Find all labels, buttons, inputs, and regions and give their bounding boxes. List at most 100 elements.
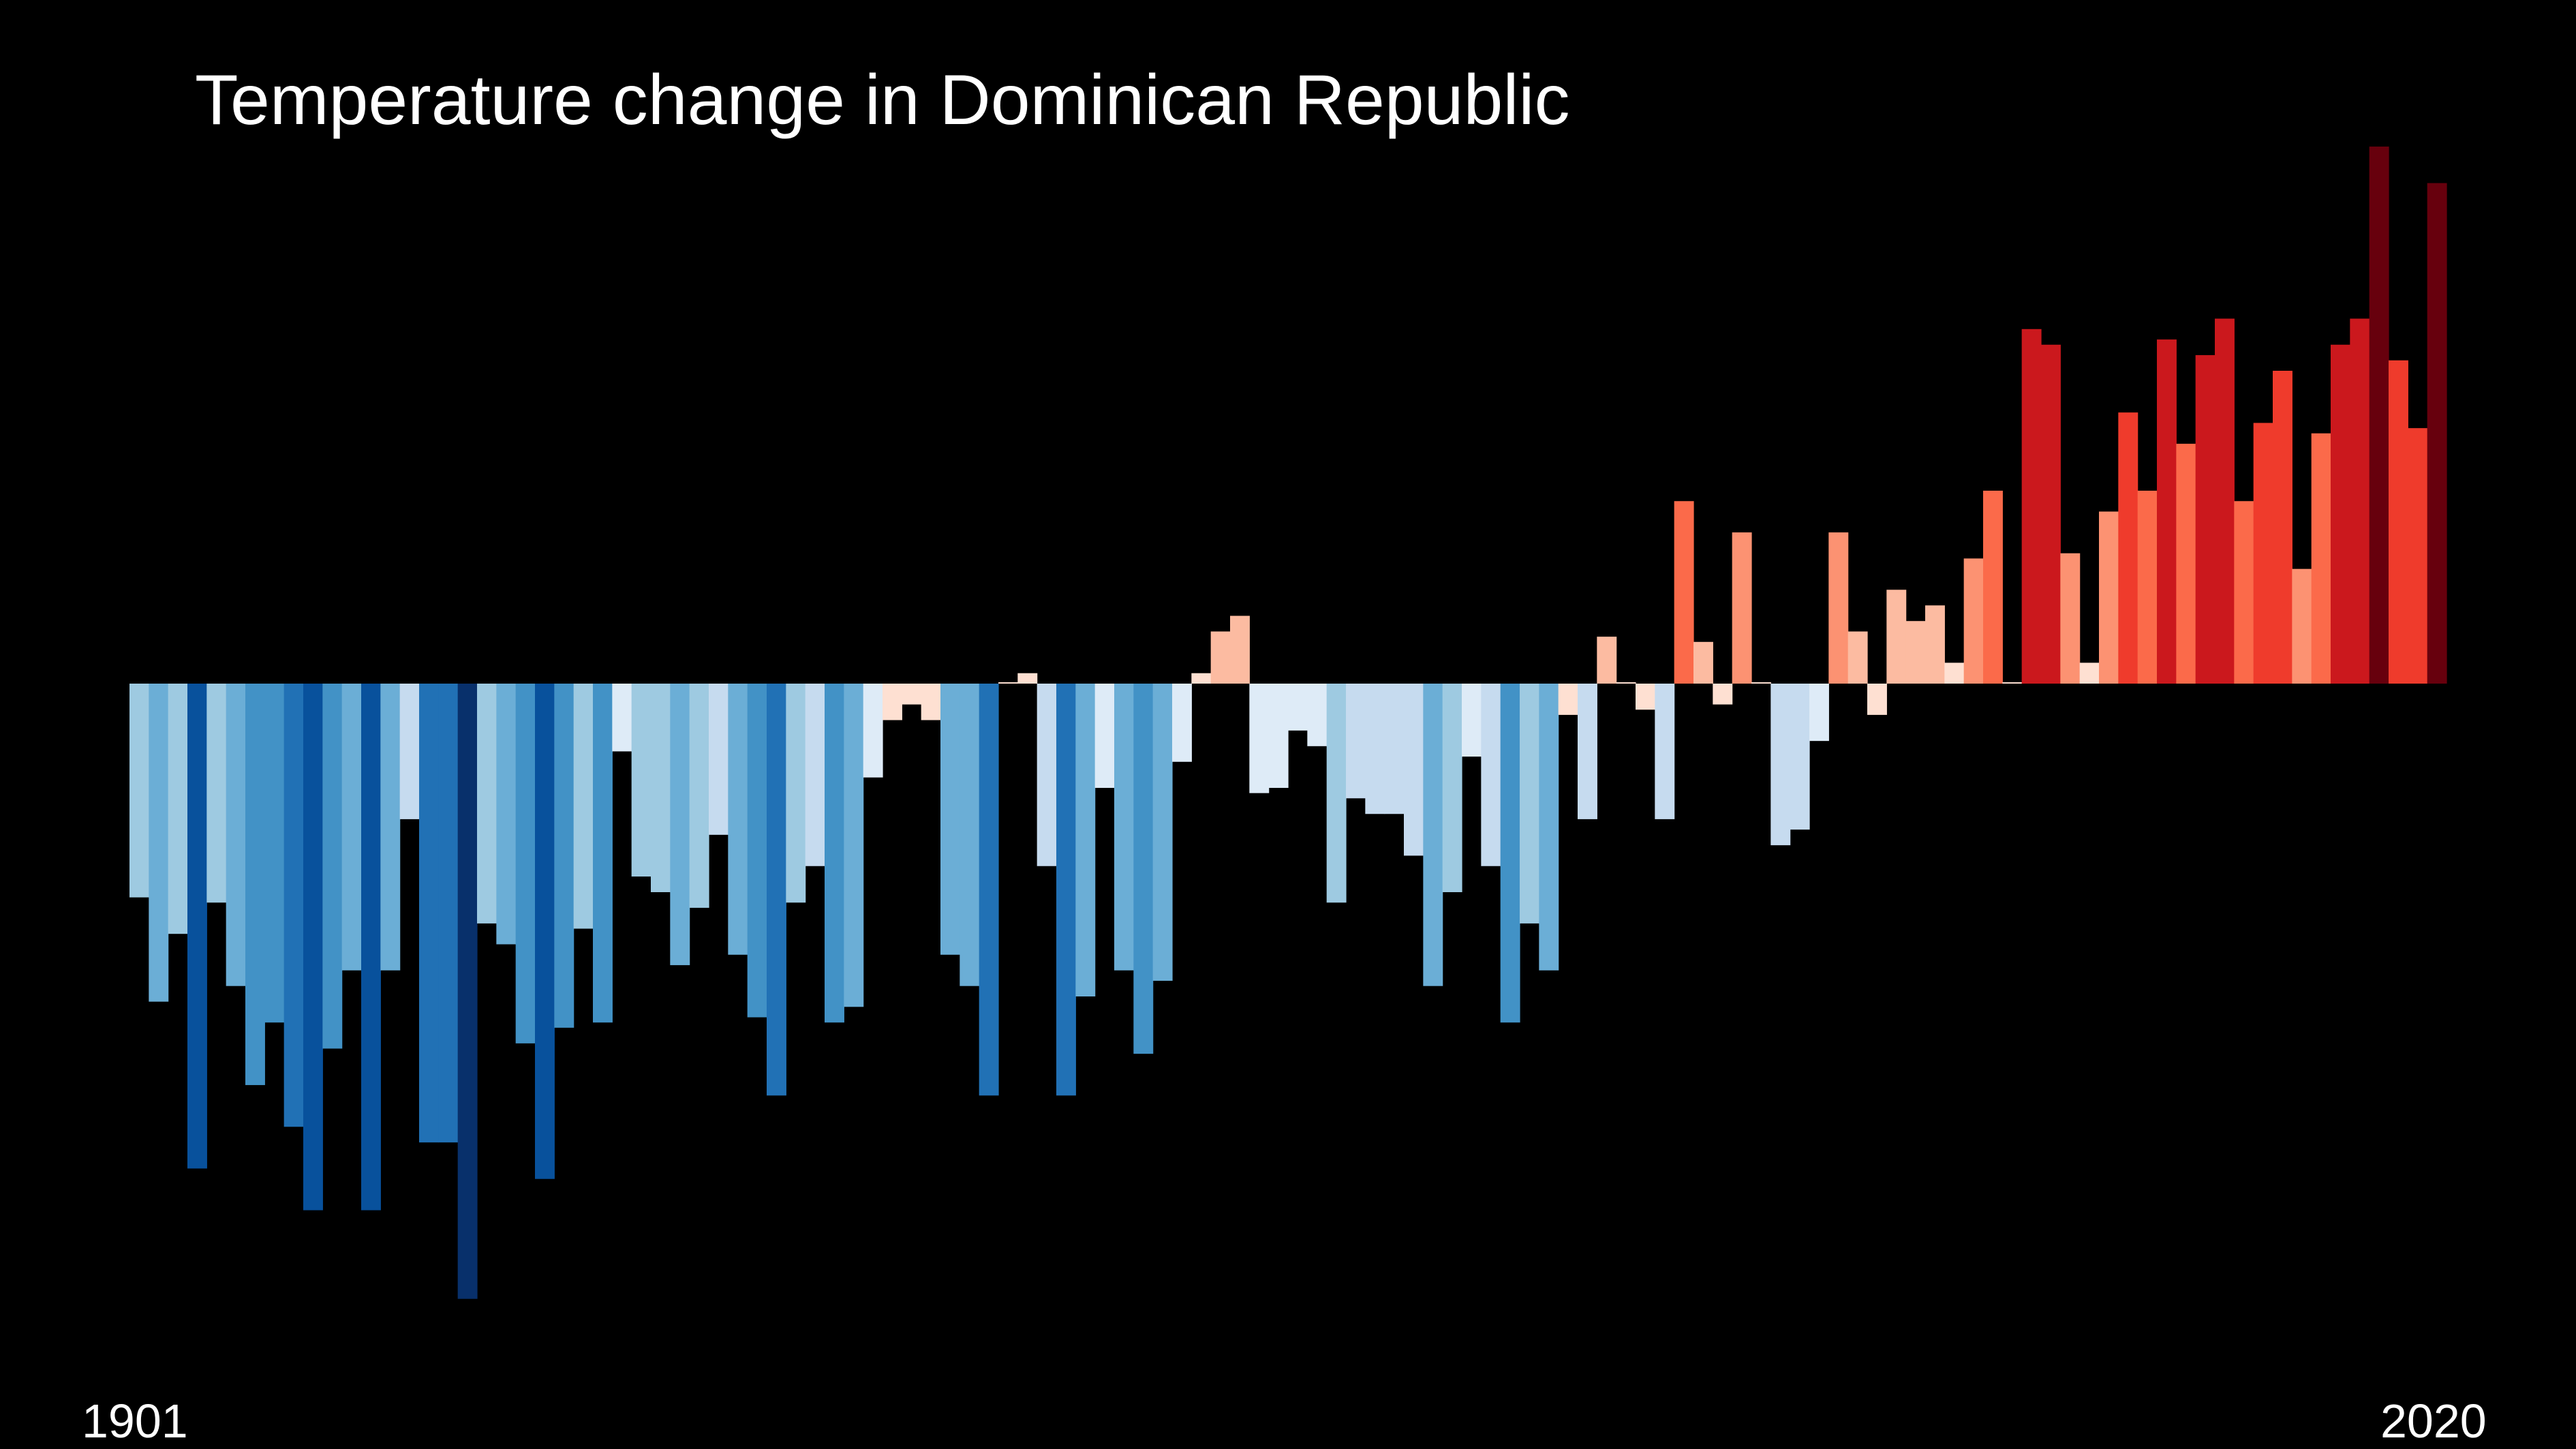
bar-2013 xyxy=(2292,568,2312,684)
bar-1904 xyxy=(187,684,207,1169)
bar-2020 xyxy=(2427,183,2447,684)
bar-2012 xyxy=(2273,371,2293,684)
bar-1930 xyxy=(689,684,709,908)
bar-1922 xyxy=(535,684,555,1179)
bar-2014 xyxy=(2311,433,2331,684)
bar-2008 xyxy=(2195,355,2215,684)
bar-2015 xyxy=(2331,344,2350,684)
bar-1942 xyxy=(921,684,941,720)
bar-1952 xyxy=(1114,684,1134,971)
bar-1953 xyxy=(1133,684,1154,1054)
bar-1954 xyxy=(1152,684,1173,981)
bar-1995 xyxy=(1944,662,1965,684)
bar-1910 xyxy=(303,684,323,1210)
bar-1981 xyxy=(1674,501,1694,684)
bar-2011 xyxy=(2253,423,2273,684)
bar-1951 xyxy=(1094,684,1115,788)
bar-1985 xyxy=(1751,682,1771,684)
bar-1923 xyxy=(554,684,574,1028)
bar-1958 xyxy=(1230,615,1250,684)
bar-1984 xyxy=(1732,532,1752,684)
bar-1978 xyxy=(1616,682,1636,684)
bar-1945 xyxy=(979,684,999,1096)
bar-1991 xyxy=(1867,684,1887,715)
bar-1915 xyxy=(399,684,420,819)
bar-1920 xyxy=(496,684,517,945)
bar-1905 xyxy=(206,684,227,903)
bar-2005 xyxy=(2137,490,2158,684)
bar-1902 xyxy=(149,684,169,1002)
bar-1977 xyxy=(1597,637,1617,684)
bar-1971 xyxy=(1481,684,1501,866)
bar-1964 xyxy=(1346,684,1366,799)
bar-2018 xyxy=(2389,360,2408,684)
bar-1912 xyxy=(341,684,362,971)
bar-1962 xyxy=(1307,684,1328,746)
bar-1999 xyxy=(2021,329,2042,684)
bar-1973 xyxy=(1520,684,1539,924)
bar-1903 xyxy=(168,684,188,934)
bar-1996 xyxy=(1963,558,1984,684)
bar-1998 xyxy=(2002,682,2023,684)
bar-2006 xyxy=(2157,339,2177,684)
chart-title: Temperature change in Dominican Republic xyxy=(195,61,1570,140)
bar-1982 xyxy=(1693,641,1713,684)
bar-1946 xyxy=(998,682,1018,684)
bar-1913 xyxy=(361,684,381,1210)
bar-1924 xyxy=(573,684,594,929)
bar-1987 xyxy=(1790,684,1810,830)
bar-2001 xyxy=(2060,553,2081,684)
bar-1950 xyxy=(1075,684,1096,996)
bar-2017 xyxy=(2369,147,2389,684)
bar-1911 xyxy=(322,684,343,1049)
bar-1966 xyxy=(1384,684,1405,814)
bar-1968 xyxy=(1423,684,1443,986)
bar-1957 xyxy=(1210,631,1231,684)
bar-1934 xyxy=(767,684,786,1096)
bar-1988 xyxy=(1809,684,1829,742)
start-year-label: 1901 xyxy=(82,1394,188,1448)
bar-1929 xyxy=(670,684,690,966)
bar-1986 xyxy=(1770,684,1791,846)
bar-1906 xyxy=(226,684,246,986)
bar-1983 xyxy=(1713,684,1733,705)
bar-2004 xyxy=(2118,412,2138,684)
bar-1993 xyxy=(1905,621,1926,684)
bar-1979 xyxy=(1636,684,1655,710)
bar-1960 xyxy=(1268,684,1289,788)
bar-1959 xyxy=(1249,684,1270,793)
bar-1939 xyxy=(863,684,883,778)
bar-1943 xyxy=(940,684,960,955)
bar-1949 xyxy=(1056,684,1076,1096)
bar-1956 xyxy=(1191,673,1212,684)
bar-1994 xyxy=(1925,605,1945,684)
bar-1917 xyxy=(438,684,459,1143)
bar-1989 xyxy=(1828,532,1849,684)
bar-1997 xyxy=(1983,490,2003,684)
bar-1935 xyxy=(786,684,806,903)
bar-1944 xyxy=(960,684,980,986)
bar-1928 xyxy=(651,684,671,892)
bar-1933 xyxy=(747,684,767,1018)
bar-1932 xyxy=(728,684,748,955)
bar-1965 xyxy=(1365,684,1385,814)
bar-2003 xyxy=(2099,511,2119,684)
end-year-label: 2020 xyxy=(2380,1394,2487,1448)
bar-1940 xyxy=(883,684,902,720)
bar-1992 xyxy=(1886,590,1907,684)
bar-1927 xyxy=(631,684,651,877)
bar-1947 xyxy=(1017,673,1038,684)
bar-1921 xyxy=(515,684,536,1043)
bar-1926 xyxy=(612,684,632,752)
bar-1914 xyxy=(380,684,401,971)
bar-1907 xyxy=(245,684,265,1086)
bar-1925 xyxy=(593,684,613,1023)
bar-2000 xyxy=(2041,344,2061,684)
bar-1975 xyxy=(1558,684,1578,715)
bar-1901 xyxy=(129,684,149,898)
bar-1919 xyxy=(477,684,497,924)
bar-1916 xyxy=(419,684,439,1143)
bar-1938 xyxy=(844,684,864,1007)
bar-1961 xyxy=(1288,684,1308,731)
